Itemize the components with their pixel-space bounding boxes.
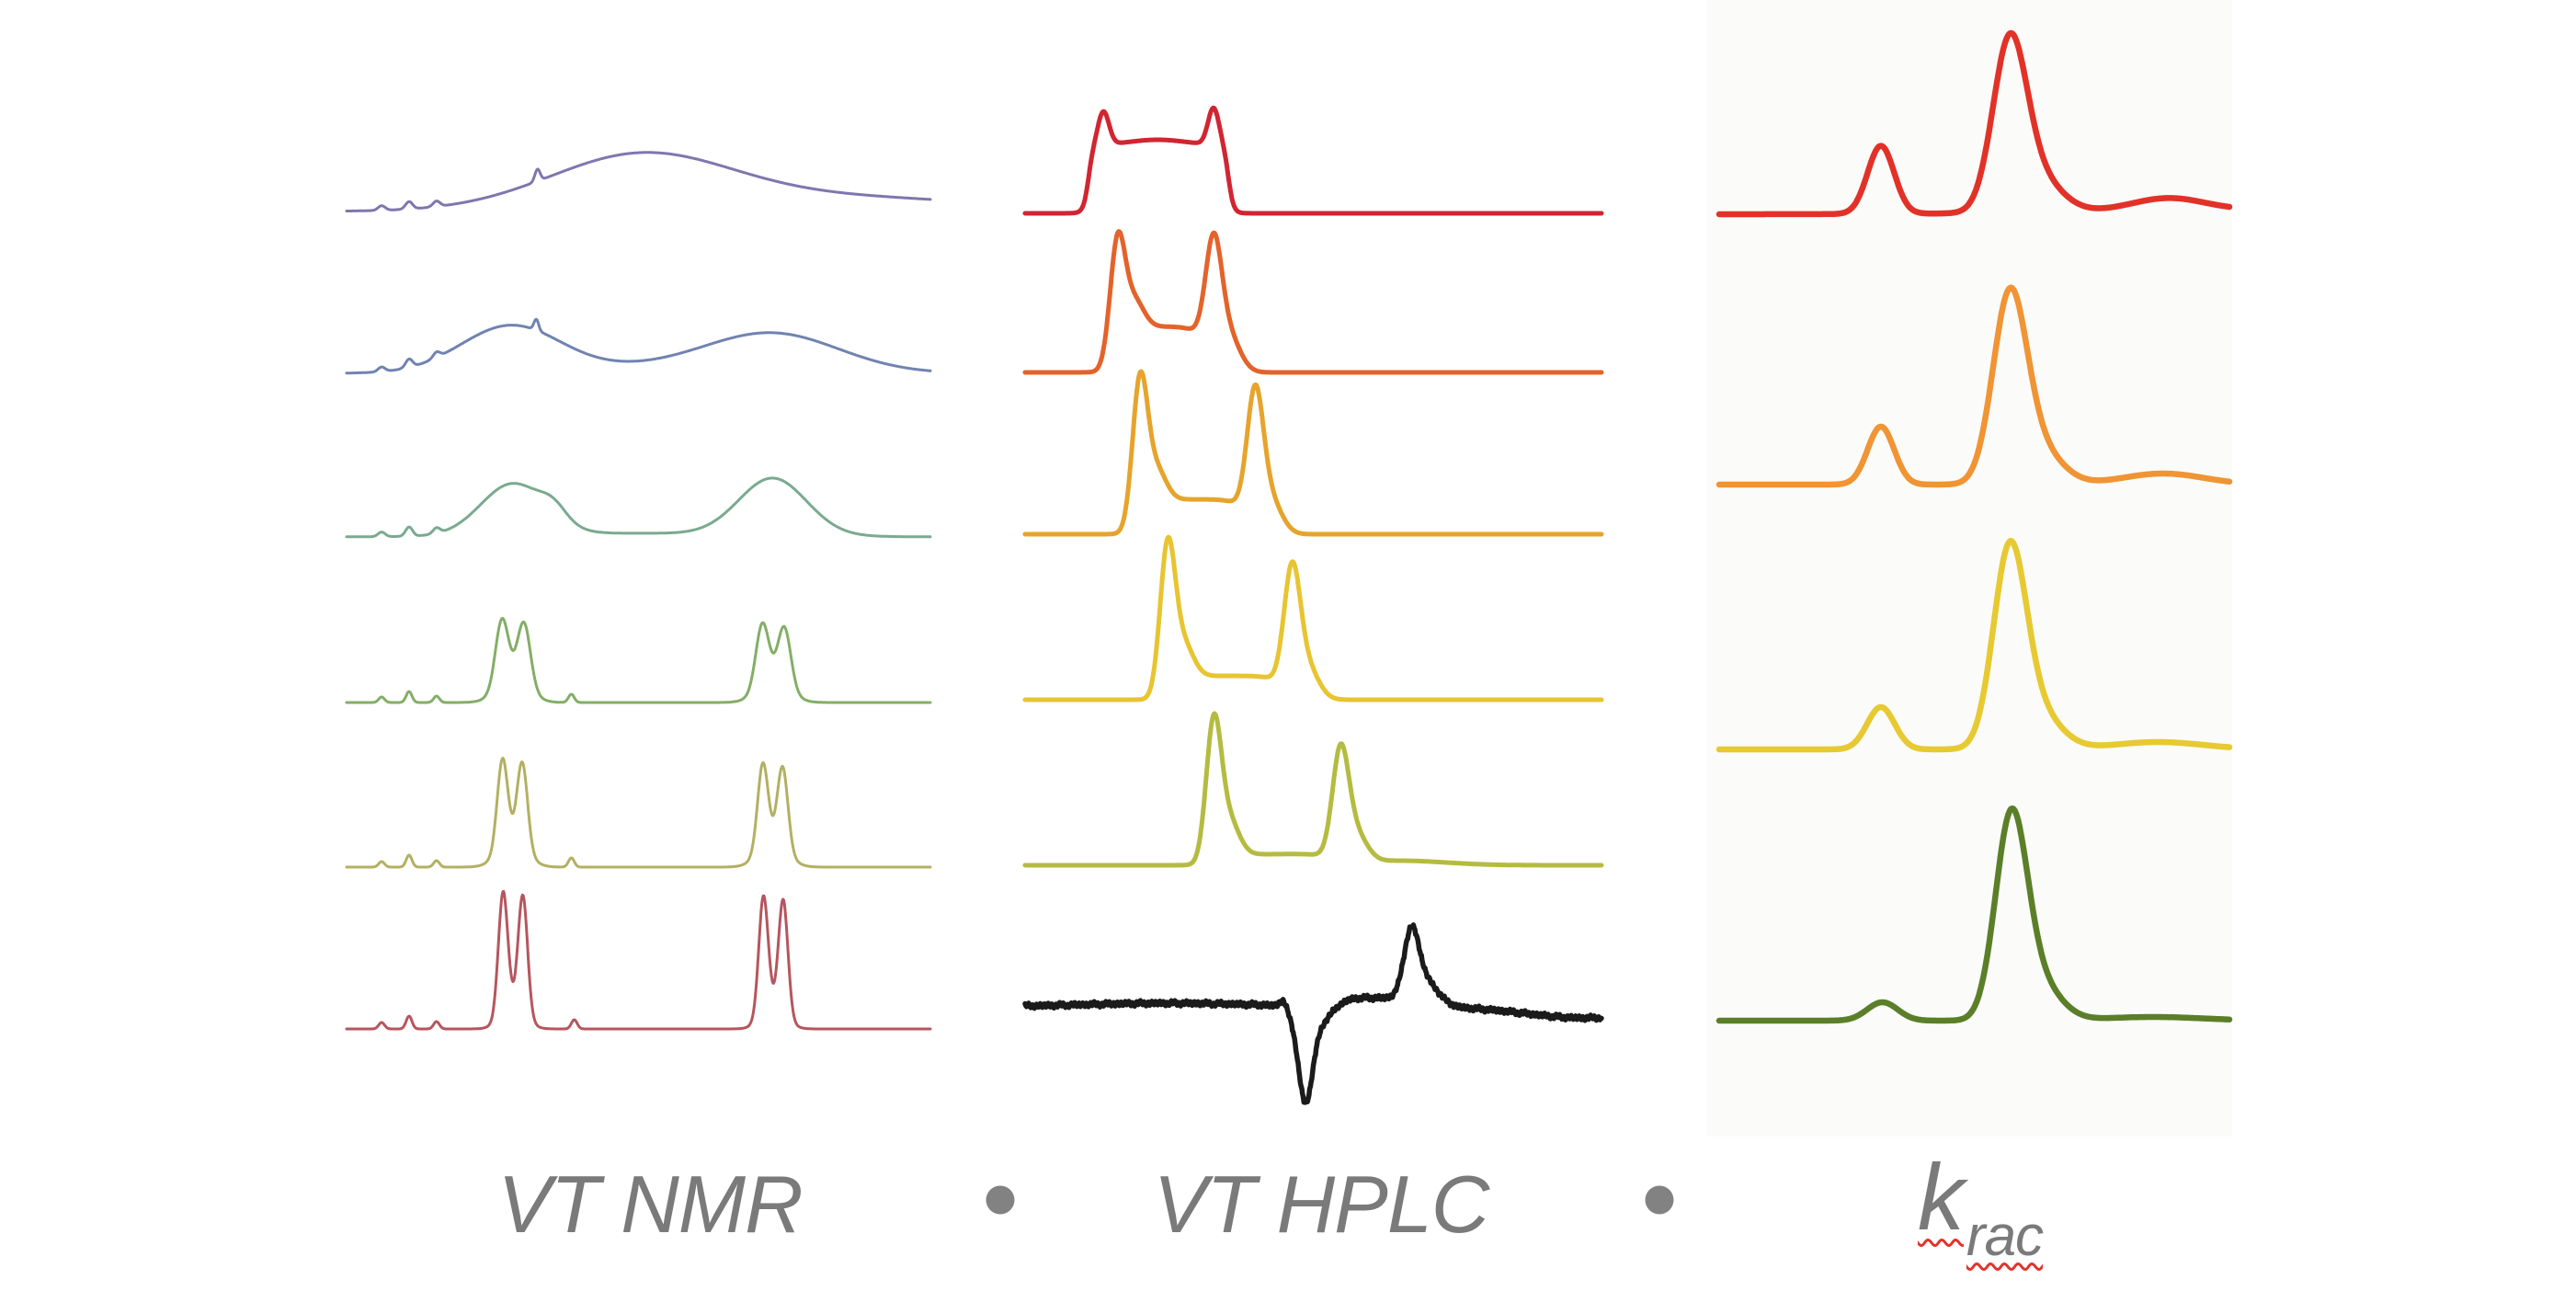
krac-trace-3 <box>1715 538 2233 753</box>
hplc-trace-4 <box>1022 534 1604 703</box>
nmr-trace-4 <box>345 617 932 704</box>
caption-k-rac: krac <box>1918 1150 2044 1265</box>
krac-trace-2 <box>1715 284 2233 488</box>
nmr-trace-1 <box>345 151 932 212</box>
krac-trace-1 <box>1715 29 2233 218</box>
k-rac-symbol: k <box>1917 1145 1965 1250</box>
hplc-trace-3 <box>1022 369 1604 537</box>
nmr-trace-5 <box>345 757 932 869</box>
separator-bullet-icon <box>986 1185 1015 1215</box>
nmr-trace-2 <box>345 317 932 375</box>
hplc-trace-5 <box>1022 711 1604 868</box>
nmr-trace-3 <box>345 476 932 539</box>
hplc-trace-2 <box>1022 229 1604 375</box>
hplc-trace-1 <box>1022 105 1604 216</box>
caption-vt-nmr: VT NMR <box>497 1159 803 1250</box>
caption-vt-hplc: VT HPLC <box>1153 1159 1490 1250</box>
k-rac-subscript: rac <box>1966 1205 2044 1268</box>
separator-bullet-icon <box>1645 1185 1674 1215</box>
nmr-trace-6 <box>345 889 932 1031</box>
hplc-trace-6 <box>1022 922 1604 1105</box>
krac-trace-4 <box>1715 805 2233 1024</box>
